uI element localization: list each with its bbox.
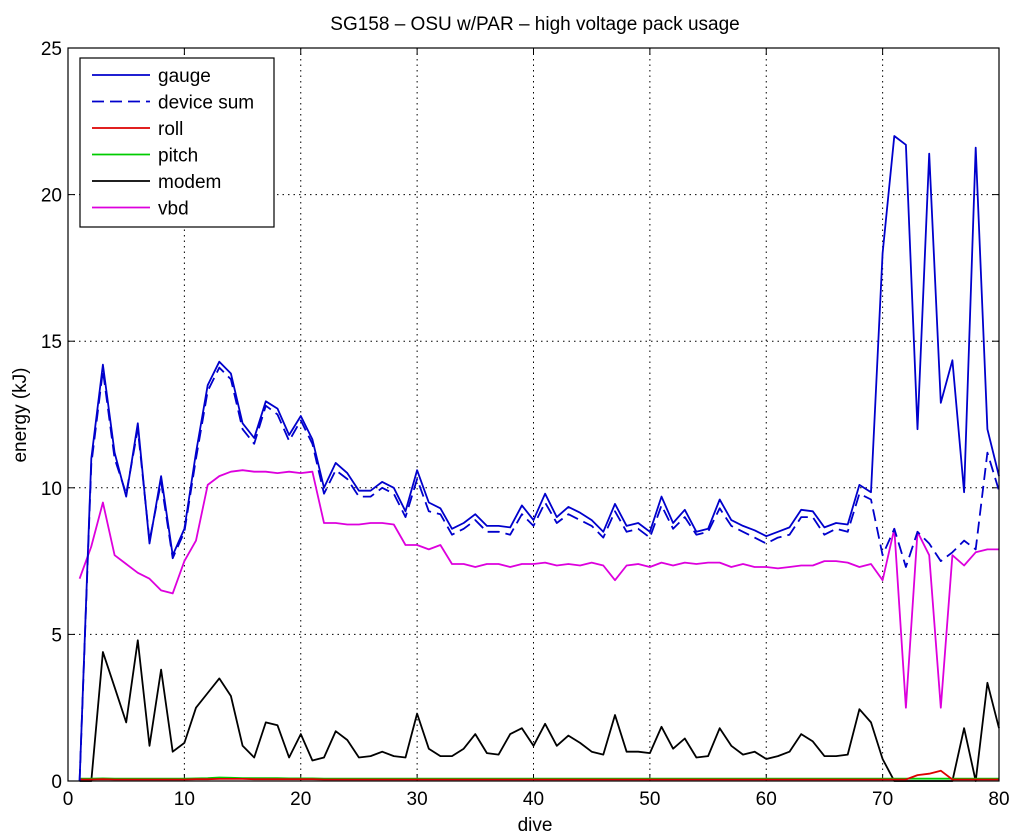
series-line-vbd <box>78 469 999 709</box>
y-tick-label: 0 <box>51 772 62 793</box>
series-line-modem <box>79 639 1000 782</box>
y-tick-label: 20 <box>41 186 62 207</box>
y-tick-label: 25 <box>41 39 62 60</box>
y-axis-label: energy (kJ) <box>10 367 31 462</box>
x-tick-label: 20 <box>290 789 311 810</box>
series-line-device-sum <box>78 366 1000 782</box>
series-layer <box>78 135 1000 782</box>
legend-box <box>79 57 275 228</box>
plot-frame <box>67 47 1000 782</box>
legend-label-pitch: pitch <box>158 146 198 167</box>
x-tick-label: 70 <box>872 789 893 810</box>
legend-label-modem: modem <box>158 172 221 193</box>
legend-label-roll: roll <box>158 119 183 140</box>
series-line-roll <box>79 769 999 781</box>
y-tick-label: 10 <box>41 479 62 500</box>
x-tick-label: 80 <box>988 789 1009 810</box>
chart-title: SG158 – OSU w/PAR – high voltage pack us… <box>330 14 739 35</box>
x-tick-label: 40 <box>523 789 544 810</box>
y-tick-label: 5 <box>51 625 62 646</box>
x-axis-label: dive <box>518 815 553 836</box>
x-tick-label: 10 <box>174 789 195 810</box>
axis-ticks: 0 10 20 30 40 50 60 70 80 0 5 10 15 20 25 <box>41 39 1010 810</box>
x-tick-label: 30 <box>407 789 428 810</box>
series-line-gauge <box>78 135 1000 782</box>
legend: gauge device sum roll pitch modem vbd <box>79 57 275 228</box>
legend-label-gauge: gauge <box>158 66 211 87</box>
x-tick-label: 0 <box>63 789 74 810</box>
y-tick-label: 15 <box>41 332 62 353</box>
x-tick-label: 60 <box>756 789 777 810</box>
legend-label-device-sum: device sum <box>158 93 254 114</box>
x-tick-label: 50 <box>639 789 660 810</box>
legend-label-vbd: vbd <box>158 199 189 220</box>
